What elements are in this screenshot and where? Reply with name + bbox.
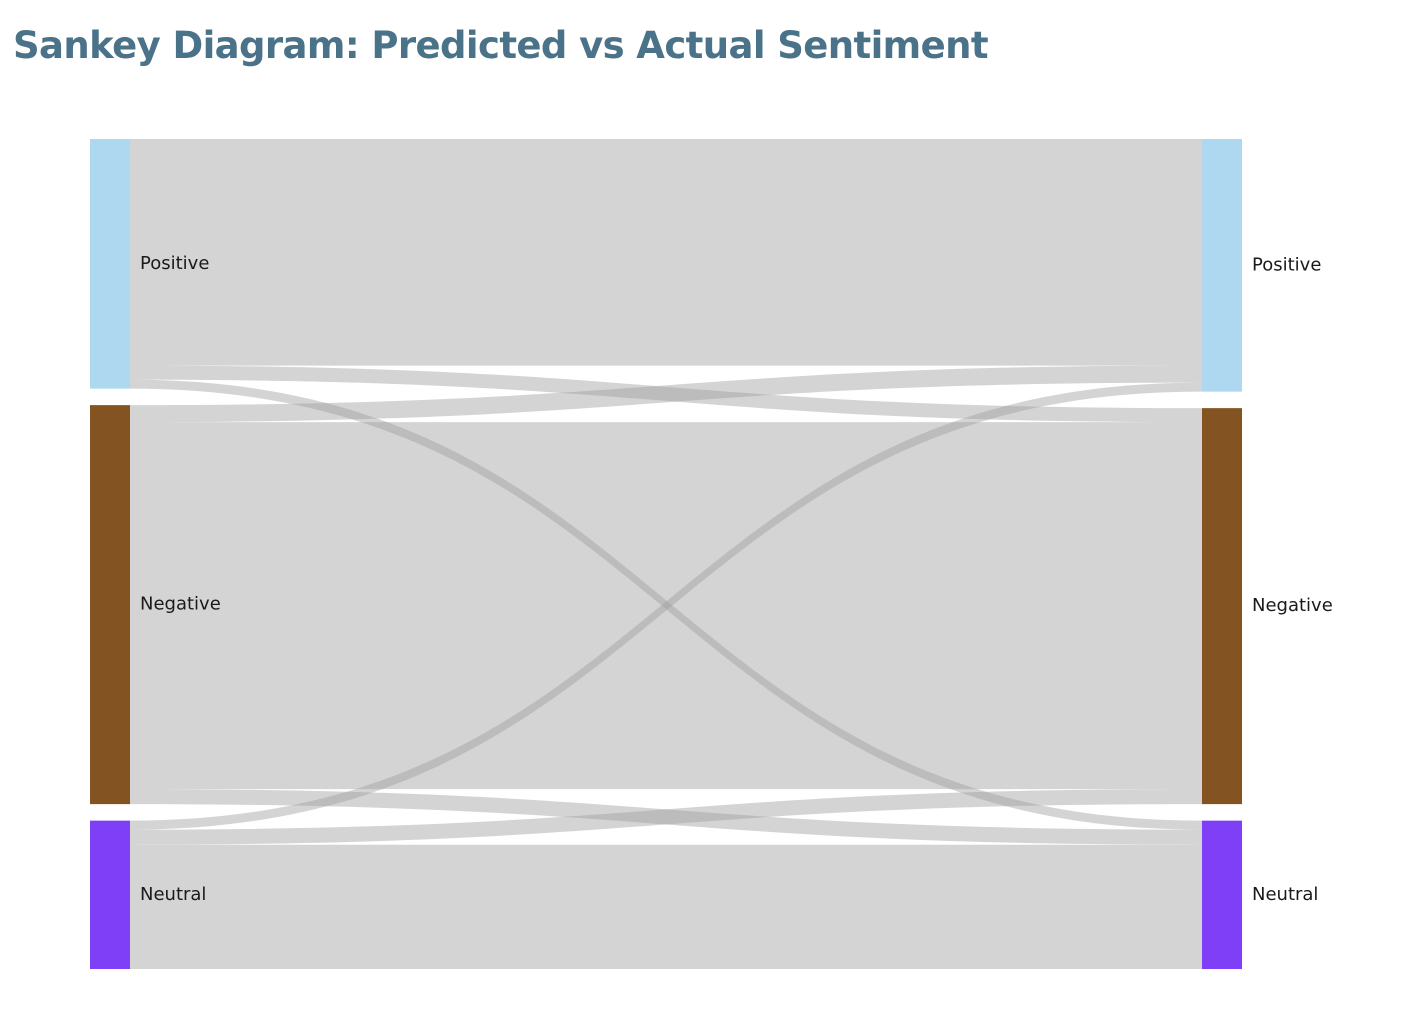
link-pred-neutral-to-act-neutral[interactable] — [130, 844, 1202, 969]
links-layer — [130, 139, 1202, 969]
node-label-pred-negative: Negative — [140, 594, 221, 615]
link-pred-neutral-to-act-positive[interactable] — [130, 382, 1202, 830]
link-pred-positive-to-act-negative[interactable] — [130, 365, 1202, 423]
link-pred-positive-to-act-neutral[interactable] — [130, 379, 1202, 830]
link-pred-positive-to-act-positive[interactable] — [130, 139, 1202, 366]
node-pred-negative[interactable] — [90, 405, 130, 805]
node-act-negative[interactable] — [1202, 408, 1242, 805]
node-pred-positive[interactable] — [90, 139, 130, 389]
link-pred-negative-to-act-positive[interactable] — [130, 365, 1202, 423]
node-act-positive[interactable] — [1202, 139, 1242, 392]
nodes-layer — [90, 139, 1242, 969]
node-label-act-negative: Negative — [1252, 595, 1333, 616]
node-label-act-neutral: Neutral — [1252, 884, 1318, 905]
node-label-pred-neutral: Neutral — [140, 884, 206, 905]
labels-layer: Positive Negative Neutral Positive Negative N… — [140, 253, 1333, 905]
link-pred-negative-to-act-negative[interactable] — [130, 422, 1202, 790]
node-label-act-positive: Positive — [1252, 254, 1321, 275]
node-act-neutral[interactable] — [1202, 820, 1242, 969]
chart-title: Sankey Diagram: Predicted vs Actual Sent… — [13, 24, 989, 67]
node-pred-neutral[interactable] — [90, 820, 130, 969]
link-pred-neutral-to-act-negative[interactable] — [130, 789, 1202, 845]
node-label-pred-positive: Positive — [140, 253, 209, 274]
link-pred-negative-to-act-neutral[interactable] — [130, 789, 1202, 845]
